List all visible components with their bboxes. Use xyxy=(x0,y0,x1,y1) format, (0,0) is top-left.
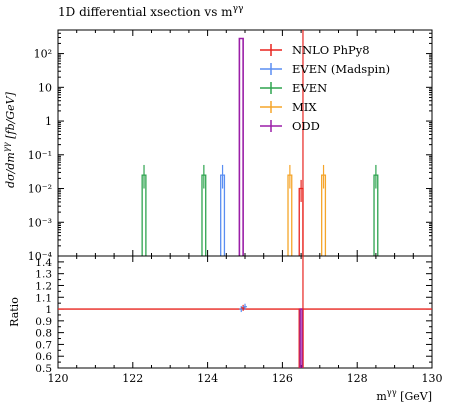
ratio-y-tick-label: 0.6 xyxy=(35,351,52,363)
ratio-y-tick-label: 0.7 xyxy=(35,339,52,351)
x-tick-label: 120 xyxy=(48,372,69,385)
histogram-bar xyxy=(238,37,244,256)
legend-entry-label: MIX xyxy=(292,100,317,114)
ratio-plot-frame xyxy=(57,255,433,369)
main-y-tick-label: 10² xyxy=(34,48,52,61)
ratio-y-tick-label: 0.9 xyxy=(35,316,52,328)
main-y-tick-label: 10⁻² xyxy=(28,183,52,196)
ratio-y-tick-label: 0.8 xyxy=(35,328,52,340)
legend: NNLO PhPy8 EVEN (Madspin) EVEN MIX ODD xyxy=(260,43,390,133)
main-y-tick-label: 10⁻³ xyxy=(28,216,52,229)
legend-entry-label: EVEN (Madspin) xyxy=(292,62,390,76)
x-tick-label: 130 xyxy=(422,372,443,385)
ratio-y-tick-label: 1.3 xyxy=(35,269,52,281)
legend-entry-label: EVEN xyxy=(292,81,327,95)
x-tick-label: 122 xyxy=(122,372,143,385)
ratio-y-tick-label: 0.5 xyxy=(35,363,52,375)
x-tick-label: 124 xyxy=(197,372,218,385)
x-tick-label: 128 xyxy=(347,372,368,385)
ratio-y-tick-label: 1 xyxy=(45,304,52,316)
legend-entry-label: ODD xyxy=(292,119,320,133)
ratio-y-tick-label: 1.4 xyxy=(35,257,52,269)
legend-entry-label: NNLO PhPy8 xyxy=(292,43,370,57)
main-plot-area: 10⁻⁴ 10⁻³ 10⁻² 10⁻¹ 1 10 10² xyxy=(28,29,433,263)
main-y-tick-label: 10 xyxy=(38,81,52,94)
main-y-tick-label: 10⁻¹ xyxy=(28,149,52,162)
ratio-bar xyxy=(299,308,303,368)
ratio-y-axis-label: Ratio xyxy=(8,297,21,327)
ratio-plot-area: 120 122 124 126 128 1300.50.60.70.80.911.11.2… xyxy=(35,30,443,385)
main-y-axis-label: dσ/dmγγ [fb/GeV] xyxy=(1,91,17,187)
chart-title: 1D differential xsection vs mγγ xyxy=(58,4,243,19)
x-tick-label: 126 xyxy=(272,372,293,385)
x-axis-label: mγγ [GeV] xyxy=(376,387,432,403)
main-y-tick-label: 1 xyxy=(45,115,52,128)
main-y-tick-label: 10⁻⁴ xyxy=(28,250,53,263)
ratio-y-tick-label: 1.1 xyxy=(35,292,52,304)
ratio-y-tick-label: 1.2 xyxy=(35,280,52,292)
